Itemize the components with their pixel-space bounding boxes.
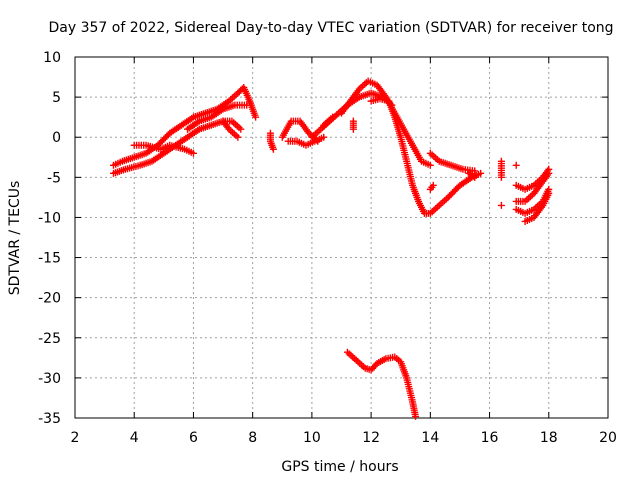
x-tick-label: 8	[248, 430, 257, 446]
data-series-track-f	[267, 130, 277, 153]
y-tick-label: 5	[52, 90, 61, 106]
y-tick-label: -30	[38, 371, 61, 387]
data-series-track-u	[344, 349, 419, 420]
data-point-marker	[513, 162, 520, 169]
data-series-track-l	[350, 118, 357, 133]
y-tick-label: 0	[52, 130, 61, 146]
x-tick-label: 10	[303, 430, 321, 446]
y-tick-label: -5	[47, 170, 61, 186]
x-tick-label: 14	[421, 430, 439, 446]
sdtvar-chart: Day 357 of 2022, Sidereal Day-to-day VTE…	[0, 0, 640, 480]
chart-title: Day 357 of 2022, Sidereal Day-to-day VTE…	[48, 20, 613, 36]
x-tick-label: 6	[189, 430, 198, 446]
y-tick-label: -35	[38, 411, 61, 427]
y-tick-label: -15	[38, 251, 61, 267]
x-axis-label: GPS time / hours	[281, 459, 398, 475]
data-markers	[110, 78, 552, 420]
data-series-track-m	[368, 95, 485, 217]
y-axis-label: SDTVAR / TECUs	[7, 181, 23, 296]
data-series-track-n	[427, 150, 478, 175]
y-tick-label: 10	[43, 50, 61, 66]
y-tick-labels: 10 5 0 -5 -10 -15 -20 -25 -30 -35	[38, 50, 61, 427]
data-series-track-h	[285, 134, 328, 149]
y-tick-label: -20	[38, 291, 61, 307]
x-tick-labels: 2 4 6 8 10 12 14 16 18 20	[71, 430, 617, 446]
x-tick-label: 18	[540, 430, 558, 446]
x-tick-label: 4	[130, 430, 139, 446]
y-tick-label: -10	[38, 210, 61, 226]
x-tick-label: 20	[599, 430, 617, 446]
x-tick-label: 12	[362, 430, 380, 446]
x-tick-label: 2	[71, 430, 80, 446]
x-tick-label: 16	[481, 430, 499, 446]
data-point-marker	[498, 202, 505, 209]
y-tick-label: -25	[38, 331, 61, 347]
